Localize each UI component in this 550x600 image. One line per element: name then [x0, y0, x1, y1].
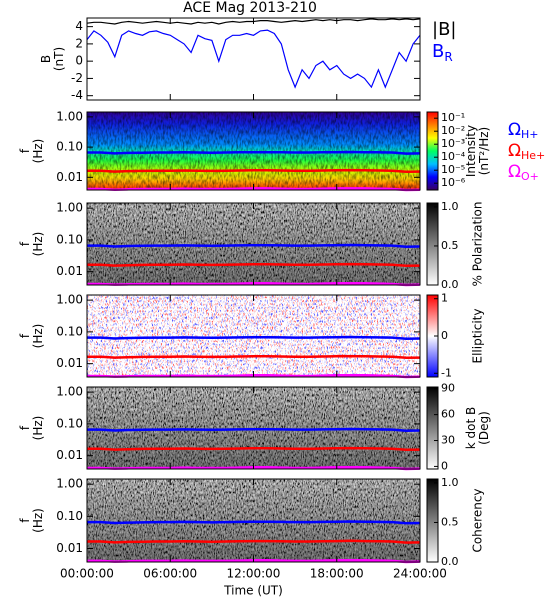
colorbar-label: % Polarization	[471, 202, 485, 287]
y-axis-label: (nT)	[52, 47, 66, 71]
y-tick-label: -4	[71, 88, 83, 102]
y-tick-label: 0.10	[56, 140, 83, 154]
colorbar-tick-label: 60	[441, 408, 455, 421]
legend-subscript: He+	[521, 149, 545, 162]
y-tick-label: 0	[75, 54, 83, 68]
series-line	[87, 520, 421, 525]
y-tick-label: 0.01	[56, 264, 83, 278]
series-line	[87, 262, 421, 268]
series-line	[87, 427, 421, 432]
y-tick-label: 1.00	[56, 201, 83, 215]
colorbar-tick-label: 10⁻¹	[441, 111, 465, 124]
y-axis-label: (Hz)	[31, 232, 45, 257]
series-line	[87, 243, 421, 248]
colorbar	[426, 202, 439, 286]
series-line	[86, 29, 421, 89]
y-tick-label: 1.00	[56, 385, 83, 399]
colorbar-tick-label: 90	[441, 382, 455, 395]
colorbar-tick-label: -1	[441, 366, 452, 379]
colorbar-label: (Deg)	[477, 411, 491, 445]
legend-name: |B|	[432, 19, 456, 40]
colorbar-tick-label: 10⁻⁴	[441, 150, 466, 163]
legend-name: Ω	[508, 120, 521, 140]
colorbar-tick-label: 10⁻⁶	[441, 176, 466, 189]
series-line	[87, 446, 421, 452]
chart-title: ACE Mag 2013-210	[183, 0, 317, 16]
y-tick-label: 0.10	[56, 509, 83, 523]
y-tick-label: 1.00	[56, 293, 83, 307]
colorbar-label: k dot B	[464, 407, 478, 449]
x-tick-label: 00:00:00	[60, 567, 114, 581]
y-axis-label: f	[18, 518, 32, 523]
legend-entry: |B|	[432, 19, 456, 40]
y-axis-label: f	[18, 148, 32, 153]
x-axis-label: Time (UT)	[223, 584, 283, 598]
colorbar-tick-label: 0.5	[441, 515, 459, 528]
colorbar-label: Coherency	[471, 488, 485, 552]
colorbar-tick-label: 30	[441, 434, 455, 447]
legend-subscript: H+	[521, 128, 539, 141]
series-line	[87, 150, 421, 155]
colorbar-label: (nT²/Hz)	[477, 127, 491, 175]
y-axis-label: (Hz)	[31, 508, 45, 533]
legend-name: Ω	[508, 162, 521, 182]
x-tick-label: 06:00:00	[143, 567, 197, 581]
colorbar-tick-label: 0.0	[441, 278, 459, 291]
legend-subscript: O+	[521, 170, 539, 183]
colorbar-tick-label: 10⁻²	[441, 124, 465, 137]
y-tick-label: 0.01	[56, 448, 83, 462]
colorbar-label: Intensity	[464, 125, 478, 177]
y-tick-label: 0.10	[56, 232, 83, 246]
colorbar-tick-label: 1.0	[441, 476, 459, 489]
colorbar-tick-label: 0.5	[441, 239, 459, 252]
y-tick-label: 4	[75, 19, 83, 33]
colorbar-label: Ellipticity	[471, 309, 485, 364]
colorbar-tick-label: 1.0	[441, 200, 459, 213]
legend-name: B	[432, 41, 444, 62]
colorbar-tick-label: 0.0	[441, 555, 459, 568]
colorbar-tick-label: 0	[441, 459, 448, 472]
y-tick-label: 1.00	[56, 109, 83, 123]
y-tick-label: 1.00	[56, 477, 83, 491]
legend-entry: ΩO+	[508, 162, 539, 183]
colorbar-tick-label: 10⁻⁵	[441, 163, 465, 176]
y-axis-label: f	[18, 425, 32, 430]
y-tick-label: -2	[71, 71, 83, 85]
y-tick-label: 0.10	[56, 416, 83, 430]
legend-subscript: R	[444, 50, 452, 64]
legend-entry: ΩHe+	[508, 141, 545, 162]
y-tick-label: 2	[75, 36, 83, 50]
x-tick-label: 18:00:00	[310, 567, 364, 581]
series-line	[87, 539, 421, 544]
colorbar	[426, 386, 439, 470]
plot-frame	[86, 17, 421, 101]
y-tick-label: 0.01	[56, 541, 83, 555]
legend-entry: ΩH+	[508, 120, 539, 141]
y-tick-label: 0.10	[56, 324, 83, 338]
colorbar-tick-label: 1	[441, 292, 448, 305]
colorbar-tick-label: 10⁻³	[441, 137, 465, 150]
colorbar	[426, 478, 439, 563]
y-axis-label: (Hz)	[31, 416, 45, 441]
y-tick-label: 0.01	[56, 170, 83, 184]
x-tick-label: 24:00:00	[393, 567, 447, 581]
y-axis-label: f	[18, 241, 32, 246]
series-line	[87, 335, 421, 340]
y-axis-label: B	[39, 55, 53, 63]
x-tick-label: 12:00:00	[227, 567, 281, 581]
colorbar-tick-label: 0	[441, 329, 448, 342]
legend-entry: BR	[432, 41, 453, 64]
y-tick-label: 0.01	[56, 356, 83, 370]
y-axis-label: (Hz)	[31, 139, 45, 164]
series-line	[87, 168, 421, 173]
colorbar	[426, 111, 439, 191]
series-line	[87, 354, 421, 360]
y-axis-label: f	[18, 333, 32, 338]
legend-name: Ω	[508, 141, 521, 161]
y-axis-label: (Hz)	[31, 324, 45, 349]
